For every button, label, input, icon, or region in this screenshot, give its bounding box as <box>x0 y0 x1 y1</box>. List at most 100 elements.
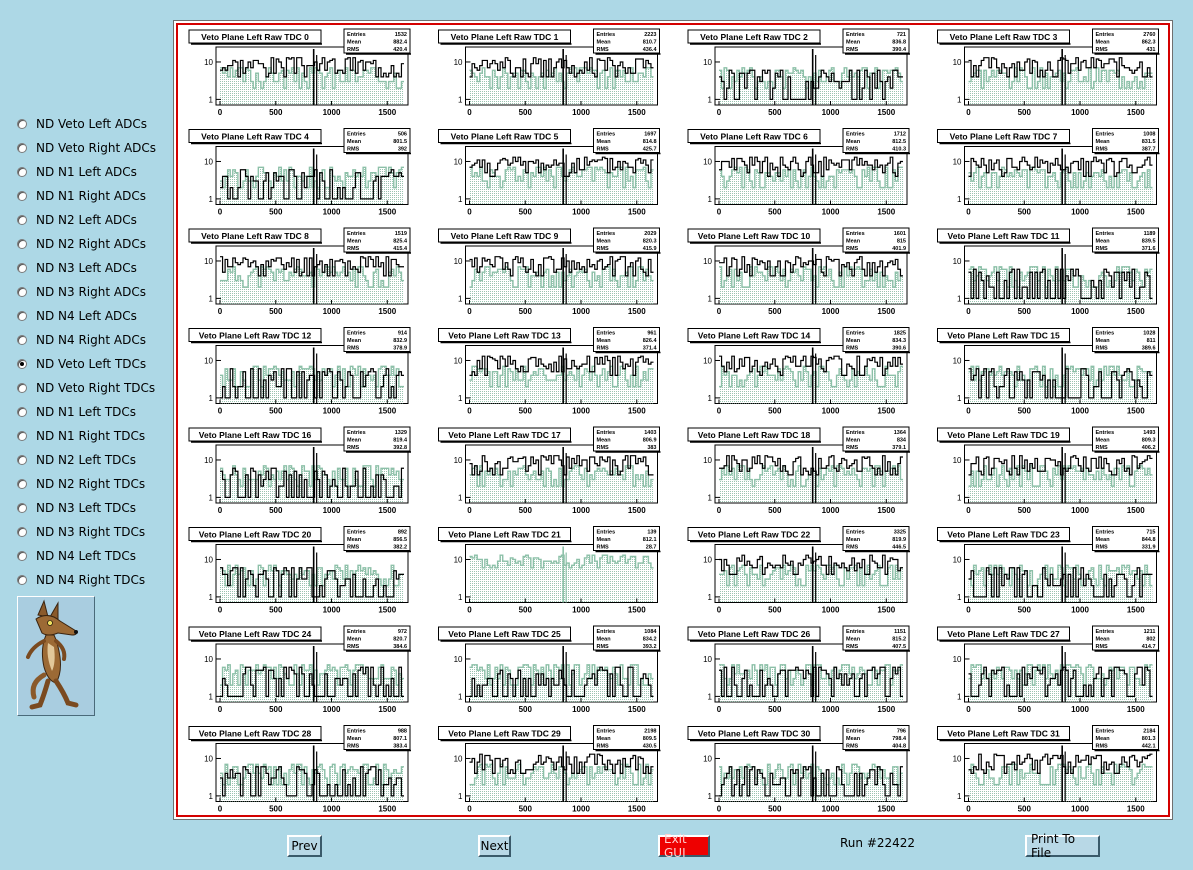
stats-label: RMS <box>347 47 360 53</box>
stats-box <box>1092 128 1159 153</box>
histogram-panel: 1 10 0 500 1000 1500 Veto Plane Left Raw TDC 7… <box>937 128 1160 217</box>
stats-value: 826.4 <box>643 338 658 344</box>
radio-button[interactable] <box>17 503 27 513</box>
histogram-secondary-line <box>719 365 903 388</box>
radio-button[interactable] <box>17 479 27 489</box>
stats-label: Mean <box>347 438 362 444</box>
radio-option[interactable]: ND N1 Right TDCs <box>17 424 167 448</box>
radio-button[interactable] <box>17 215 27 225</box>
radio-button[interactable] <box>17 407 27 417</box>
stats-box <box>842 28 910 54</box>
radio-option[interactable]: ND N4 Left TDCs <box>17 544 167 568</box>
stats-value: 811 <box>1147 338 1156 344</box>
histogram-line <box>469 753 654 774</box>
histogram-line <box>469 666 654 697</box>
stats-box <box>593 426 660 452</box>
radio-option[interactable]: ND Veto Right TDCs <box>17 376 167 400</box>
radio-button[interactable] <box>17 287 27 297</box>
radio-button[interactable] <box>17 527 27 537</box>
x-tick-label: 500 <box>519 506 533 515</box>
y-tick-label: 1 <box>458 95 463 104</box>
y-tick-label: 10 <box>454 356 463 365</box>
radio-option[interactable]: ND N2 Right TDCs <box>17 472 167 496</box>
x-tick-label: 500 <box>519 208 533 217</box>
radio-option[interactable]: ND N3 Right ADCs <box>17 280 167 304</box>
x-tick-label: 1500 <box>1127 307 1145 316</box>
stats-value: 1329 <box>395 430 407 436</box>
radio-button[interactable] <box>17 431 27 441</box>
radio-option[interactable]: ND N3 Left ADCs <box>17 256 167 280</box>
histogram-panel: 1 10 0 500 1000 1500 Veto Plane Left Raw TDC 2… <box>188 625 411 714</box>
radio-option[interactable]: ND N3 Right TDCs <box>17 520 167 544</box>
radio-option[interactable]: ND N3 Left TDCs <box>17 496 167 520</box>
panel-title: Veto Plane Left Raw TDC 0 <box>201 32 309 42</box>
radio-option[interactable]: ND N1 Left TDCs <box>17 400 167 424</box>
radio-option[interactable]: ND N4 Right ADCs <box>17 328 167 352</box>
stats-value: 1697 <box>644 132 656 138</box>
radio-option[interactable]: ND Veto Left ADCs <box>17 112 167 136</box>
histogram-line <box>968 567 1153 598</box>
y-tick-label: 1 <box>209 195 214 204</box>
exit-gui-button[interactable]: Exit GUI <box>658 832 710 860</box>
x-tick-label: 1000 <box>572 407 590 416</box>
histogram-line <box>469 455 654 476</box>
stats-label: Mean <box>1096 438 1111 444</box>
histogram-line <box>719 156 903 177</box>
y-tick-label: 10 <box>953 555 962 564</box>
print-to-file-button[interactable]: Print To File <box>1025 832 1100 860</box>
stats-value: 3325 <box>894 530 906 536</box>
y-tick-label: 1 <box>957 195 962 204</box>
radio-option[interactable]: ND Veto Right ADCs <box>17 136 167 160</box>
stats-value: 436.4 <box>643 47 658 53</box>
radio-button[interactable] <box>17 311 27 321</box>
stats-label: RMS <box>1096 545 1109 551</box>
y-tick-label: 10 <box>204 555 213 564</box>
stats-label: Mean <box>597 139 612 145</box>
stats-label: Mean <box>597 637 612 643</box>
x-tick-label: 1000 <box>572 208 590 217</box>
radio-option[interactable]: ND N4 Left ADCs <box>17 304 167 328</box>
radio-option[interactable]: ND N4 Right TDCs <box>17 568 167 592</box>
radio-button[interactable] <box>17 455 27 465</box>
x-tick-label: 1500 <box>877 805 895 814</box>
radio-button[interactable] <box>17 167 27 177</box>
x-tick-label: 500 <box>269 407 283 416</box>
radio-button[interactable] <box>17 575 27 585</box>
y-tick-label: 1 <box>209 692 214 701</box>
histogram-panel: 1 10 0 500 1000 1500 Veto Plane Left Raw TDC 2… <box>937 625 1160 714</box>
histogram-panel: 1 10 0 500 1000 1500 Veto Plane Left Raw TDC 3… <box>937 725 1160 814</box>
stats-label: Mean <box>597 537 612 543</box>
radio-button[interactable] <box>17 239 27 249</box>
radio-button[interactable] <box>17 191 27 201</box>
radio-button[interactable] <box>17 359 27 369</box>
radio-button[interactable] <box>17 119 27 129</box>
radio-button[interactable] <box>17 383 27 393</box>
radio-option[interactable]: ND N2 Right ADCs <box>17 232 167 256</box>
stats-label: Mean <box>846 637 861 643</box>
radio-button[interactable] <box>17 263 27 273</box>
next-button[interactable]: Next <box>478 835 511 857</box>
y-tick-label: 10 <box>204 456 213 465</box>
stats-label: Entries <box>597 629 616 635</box>
radio-button[interactable] <box>17 335 27 345</box>
x-tick-label: 1000 <box>822 307 840 316</box>
radio-button[interactable] <box>17 551 27 561</box>
prev-button[interactable]: Prev <box>287 835 322 857</box>
radio-option[interactable]: ND N2 Left ADCs <box>17 208 167 232</box>
stats-label: RMS <box>846 147 859 153</box>
stats-label: Mean <box>597 338 612 344</box>
radio-option[interactable]: ND N1 Right ADCs <box>17 184 167 208</box>
stats-label: Entries <box>347 231 366 237</box>
radio-option[interactable]: ND N1 Left ADCs <box>17 160 167 184</box>
title-box <box>937 527 1070 541</box>
histogram-secondary-line <box>469 266 654 288</box>
radio-option[interactable]: ND Veto Left TDCs <box>17 352 167 376</box>
stats-label: Entries <box>597 729 616 735</box>
histogram-line <box>469 355 654 376</box>
radio-option[interactable]: ND N2 Left TDCs <box>17 448 167 472</box>
x-tick-label: 500 <box>768 705 782 714</box>
stats-box <box>842 625 910 651</box>
x-tick-label: 1500 <box>877 307 895 316</box>
radio-button[interactable] <box>17 143 27 153</box>
histogram-panel: 1 10 0 500 1000 1500 Veto Plane Left Raw TDC 2… <box>687 526 910 615</box>
